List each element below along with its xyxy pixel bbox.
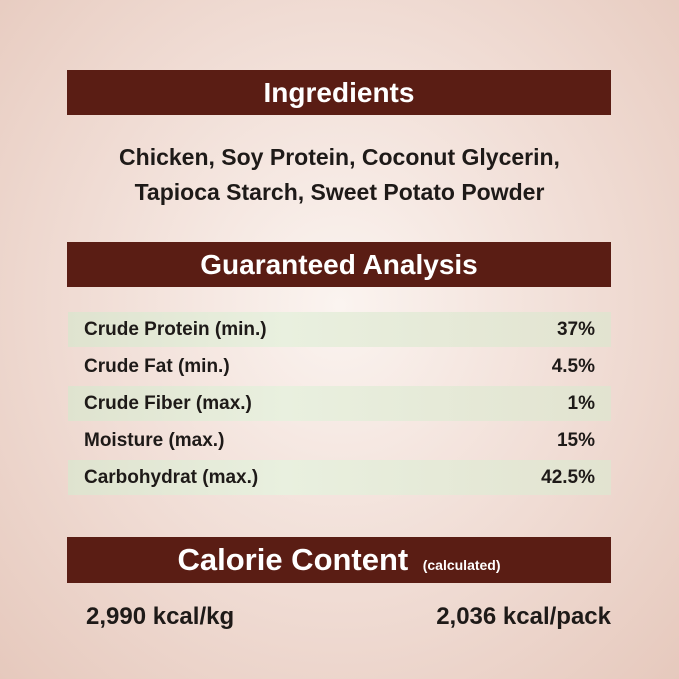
ingredients-banner: Ingredients [67, 70, 611, 115]
row-value: 15% [556, 429, 595, 451]
calorie-per-kg: 2,990 kcal/kg [86, 603, 235, 630]
row-value: 1% [567, 392, 595, 414]
row-value: 42.5% [541, 466, 595, 488]
calorie-per-pack: 2,036 kcal/pack [436, 603, 611, 630]
row-label: Crude Fat (min.) [84, 355, 230, 377]
calorie-note: (calculated) [422, 557, 501, 573]
row-label: Moisture (max.) [84, 429, 225, 451]
analysis-row: Carbohydrat (max.) 42.5% [68, 460, 611, 495]
calorie-title: Calorie Content [177, 542, 409, 577]
row-label: Crude Fiber (max.) [84, 392, 252, 414]
analysis-row: Crude Fat (min.) 4.5% [68, 349, 611, 384]
analysis-row: Crude Protein (min.) 37% [68, 312, 611, 347]
analysis-row: Moisture (max.) 15% [68, 423, 611, 458]
ingredients-line-2: Tapioca Starch, Sweet Potato Powder [134, 179, 545, 205]
analysis-banner: Guaranteed Analysis [67, 242, 611, 287]
row-label: Crude Protein (min.) [84, 318, 267, 340]
row-label: Carbohydrat (max.) [84, 466, 259, 488]
row-value: 4.5% [551, 355, 595, 377]
ingredients-line-1: Chicken, Soy Protein, Coconut Glycerin, [119, 144, 560, 170]
analysis-row: Crude Fiber (max.) 1% [68, 386, 611, 421]
calorie-banner: Calorie Content (calculated) [67, 537, 611, 583]
row-value: 37% [556, 318, 595, 340]
